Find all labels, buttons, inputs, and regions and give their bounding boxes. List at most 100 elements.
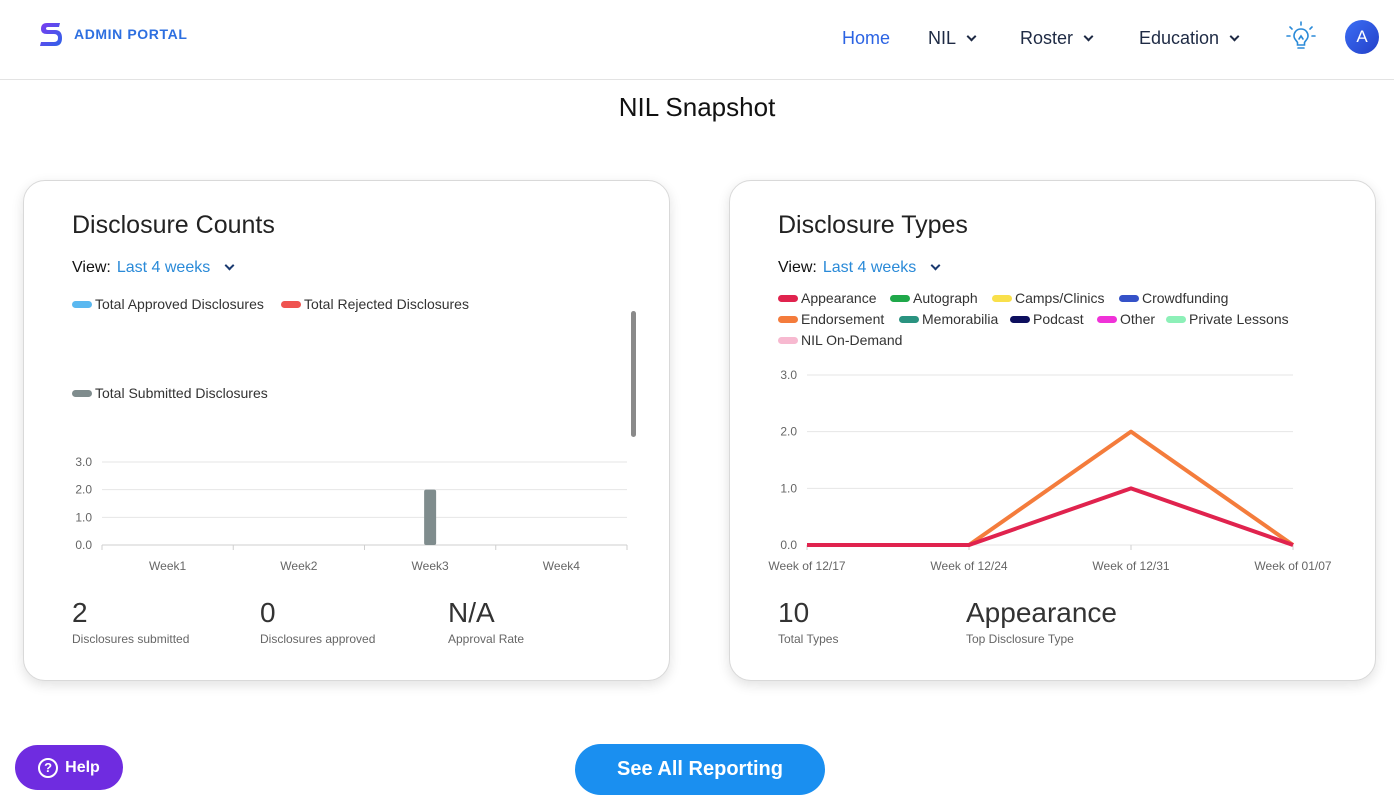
- legend-label: Total Rejected Disclosures: [304, 296, 469, 312]
- x-tick-label: Week3: [412, 559, 449, 573]
- chevron-down-icon: [1229, 31, 1240, 42]
- disclosure-types-card: Disclosure Types View: Last 4 weeks Appe…: [729, 180, 1376, 681]
- stat-label: Total Types: [778, 632, 839, 646]
- legend-swatch: [890, 294, 910, 302]
- stat-value: N/A: [448, 597, 495, 628]
- stat-label: Disclosures submitted: [72, 632, 190, 646]
- legend-swatch: [1097, 315, 1117, 323]
- legend-swatch: [778, 336, 798, 344]
- avatar-initial: A: [1356, 27, 1368, 46]
- stat-approved: 0 Disclosures approved: [260, 597, 375, 646]
- legend-label: NIL On-Demand: [801, 332, 903, 348]
- nav-nil[interactable]: NIL: [928, 28, 977, 49]
- x-tick-label: Week1: [149, 559, 186, 573]
- nav-education-label: Education: [1139, 28, 1220, 48]
- x-tick-label: Week of 01/07: [1254, 559, 1331, 573]
- disclosure-counts-chart: 0.0 1.0 2.0 3.0 Week1 Week2 Week3 Week4: [75, 455, 628, 573]
- legend-label: Appearance: [801, 290, 877, 306]
- legend-item-appearance[interactable]: Appearance: [778, 290, 877, 306]
- legend-item-rejected[interactable]: Total Rejected Disclosures: [281, 296, 469, 312]
- card-title: Disclosure Counts: [72, 211, 275, 239]
- legend-swatch: [778, 315, 798, 323]
- view-label: View:: [778, 259, 817, 276]
- stat-value: Appearance: [966, 597, 1118, 628]
- legend-label: Autograph: [913, 290, 978, 306]
- stat-label: Disclosures approved: [260, 632, 376, 646]
- legend-item-memorabilia[interactable]: Memorabilia: [899, 311, 998, 327]
- view-selector[interactable]: View: Last 4 weeks: [72, 259, 235, 277]
- nav-nil-label: NIL: [928, 28, 957, 48]
- nav-roster[interactable]: Roster: [1020, 28, 1094, 49]
- stat-total-types: 10 Total Types: [778, 597, 838, 646]
- legend-scrollbar[interactable]: [631, 311, 636, 437]
- bar-total-submitted-disclosures: [424, 489, 437, 545]
- disclosure-types-chart: 0.0 1.0 2.0 3.0 Week of 12/17 Week of 12/24 We…: [768, 368, 1331, 573]
- stat-top-type: Appearance Top Disclosure Type: [966, 597, 1117, 646]
- legend-label: Memorabilia: [922, 311, 999, 327]
- legend-swatch: [1166, 315, 1186, 323]
- legend-item-nil-on-demand[interactable]: NIL On-Demand: [778, 332, 902, 348]
- page-title: NIL Snapshot: [618, 92, 776, 122]
- legend-swatch: [899, 315, 919, 323]
- x-tick-label: Week4: [543, 559, 580, 573]
- legend-swatch: [1010, 315, 1030, 323]
- legend-swatch: [1119, 294, 1139, 302]
- nav-roster-label: Roster: [1020, 28, 1074, 48]
- nav-home-label: Home: [842, 28, 891, 48]
- nav-home[interactable]: Home: [842, 28, 890, 49]
- legend-label: Crowdfunding: [1142, 290, 1229, 306]
- series-line-appearance: [807, 486, 1294, 547]
- stat-label: Top Disclosure Type: [966, 632, 1074, 646]
- legend-item-other[interactable]: Other: [1097, 311, 1155, 327]
- help-button-label: Help: [65, 758, 100, 776]
- legend-item-crowdfunding[interactable]: Crowdfunding: [1119, 290, 1228, 306]
- stat-value: 2: [72, 597, 88, 628]
- legend-label: Total Submitted Disclosures: [95, 385, 268, 401]
- stat-submitted: 2 Disclosures submitted: [72, 597, 189, 646]
- y-tick-label: 3.0: [75, 455, 92, 469]
- nav-education[interactable]: Education: [1139, 28, 1240, 49]
- question-circle-icon: ?: [38, 757, 59, 778]
- chevron-down-icon: [1083, 31, 1094, 42]
- see-all-reporting-label: See All Reporting: [617, 758, 783, 780]
- lightbulb-icon[interactable]: [1284, 20, 1318, 54]
- legend-swatch: [992, 294, 1012, 302]
- view-selector[interactable]: View: Last 4 weeks: [778, 259, 941, 277]
- stat-value: 10: [778, 597, 810, 628]
- y-tick-label: 0.0: [75, 538, 92, 552]
- legend-label: Total Approved Disclosures: [95, 296, 264, 312]
- y-tick-label: 2.0: [75, 483, 92, 497]
- legend-item-approved[interactable]: Total Approved Disclosures: [72, 296, 264, 312]
- card-title: Disclosure Types: [778, 211, 968, 239]
- legend-swatch: [72, 389, 92, 397]
- stat-approval-rate: N/A Approval Rate: [448, 597, 524, 646]
- y-tick-label: 1.0: [75, 510, 92, 524]
- legend-item-submitted[interactable]: Total Submitted Disclosures: [72, 385, 268, 401]
- legend-item-camps-clinics[interactable]: Camps/Clinics: [992, 290, 1104, 306]
- chevron-down-icon: [966, 31, 977, 42]
- legend-swatch: [281, 300, 301, 308]
- top-navigation-bar: ADMIN PORTAL Home NIL Roster Education A: [0, 0, 1394, 80]
- view-dropdown[interactable]: Last 4 weeks: [822, 259, 917, 276]
- legend-label: Endorsement: [801, 311, 885, 327]
- legend-item-podcast[interactable]: Podcast: [1010, 311, 1084, 327]
- legend-item-autograph[interactable]: Autograph: [890, 290, 978, 306]
- brand-logo[interactable]: ADMIN PORTAL: [38, 20, 188, 48]
- legend-label: Other: [1120, 311, 1156, 327]
- disclosure-counts-card: Disclosure Counts View: Last 4 weeks Tot…: [23, 180, 670, 681]
- legend-item-private-lessons[interactable]: Private Lessons: [1166, 311, 1289, 327]
- see-all-reporting-button[interactable]: See All Reporting: [575, 744, 825, 795]
- legend-swatch: [778, 294, 798, 302]
- y-tick-label: 3.0: [780, 368, 797, 382]
- legend-item-endorsement[interactable]: Endorsement: [778, 311, 884, 327]
- legend-label: Camps/Clinics: [1015, 290, 1105, 306]
- x-tick-label: Week2: [280, 559, 317, 573]
- x-tick-label: Week of 12/31: [1092, 559, 1169, 573]
- y-tick-label: 2.0: [780, 425, 797, 439]
- x-tick-label: Week of 12/17: [768, 559, 845, 573]
- user-avatar[interactable]: A: [1345, 20, 1379, 54]
- legend-label: Podcast: [1033, 311, 1084, 327]
- legend-swatch: [72, 300, 92, 308]
- view-dropdown[interactable]: Last 4 weeks: [116, 259, 211, 276]
- help-button[interactable]: ? Help: [15, 745, 123, 790]
